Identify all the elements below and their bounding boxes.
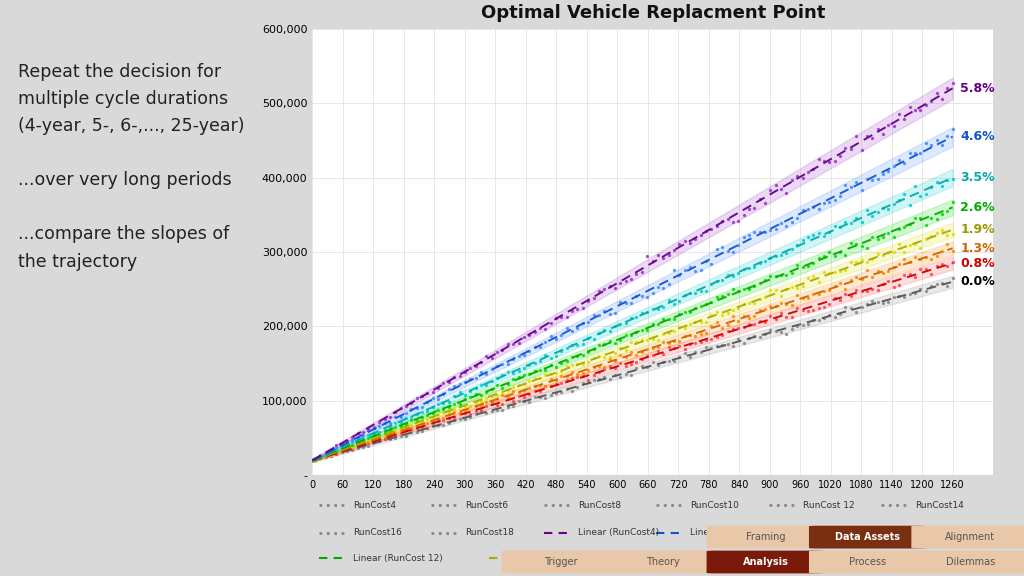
Text: 1.3%: 1.3% bbox=[961, 242, 995, 255]
Text: 3.5%: 3.5% bbox=[961, 171, 995, 184]
Text: Linear (RunCost14): Linear (RunCost14) bbox=[523, 554, 610, 563]
Text: RunCost18: RunCost18 bbox=[466, 528, 514, 537]
Text: RunCost 12: RunCost 12 bbox=[803, 501, 854, 510]
Text: RunCost16: RunCost16 bbox=[353, 528, 402, 537]
Text: 2.6%: 2.6% bbox=[961, 201, 995, 214]
Text: Repeat the decision for
multiple cycle durations
(4-year, 5-, 6-,..., 25-year)

: Repeat the decision for multiple cycle d… bbox=[18, 63, 245, 271]
Text: Theory: Theory bbox=[646, 557, 680, 567]
Text: Linear (RunCost8): Linear (RunCost8) bbox=[803, 528, 884, 537]
Title: Optimal Vehicle Replacment Point: Optimal Vehicle Replacment Point bbox=[480, 3, 825, 22]
Text: RunCost10: RunCost10 bbox=[690, 501, 739, 510]
Text: Process: Process bbox=[849, 557, 887, 567]
Text: 5.8%: 5.8% bbox=[961, 82, 995, 95]
Text: Linear (RunCost4): Linear (RunCost4) bbox=[578, 528, 659, 537]
FancyBboxPatch shape bbox=[911, 551, 1024, 574]
Text: Linear (RunCost16): Linear (RunCost16) bbox=[693, 554, 780, 563]
Text: 4.6%: 4.6% bbox=[961, 130, 995, 143]
FancyBboxPatch shape bbox=[604, 551, 722, 574]
Text: Analysis: Analysis bbox=[742, 557, 788, 567]
Text: Linear (RunCost6): Linear (RunCost6) bbox=[690, 528, 771, 537]
Text: RunCost8: RunCost8 bbox=[578, 501, 621, 510]
Text: RunCost4: RunCost4 bbox=[353, 501, 396, 510]
FancyBboxPatch shape bbox=[911, 526, 1024, 548]
Text: Trigger: Trigger bbox=[544, 557, 578, 567]
FancyBboxPatch shape bbox=[707, 551, 824, 574]
Text: Data Assets: Data Assets bbox=[836, 532, 900, 542]
Text: 0.0%: 0.0% bbox=[961, 275, 995, 288]
Text: Linear (RunCost10): Linear (RunCost10) bbox=[915, 528, 1001, 537]
Text: Framing: Framing bbox=[745, 532, 785, 542]
FancyBboxPatch shape bbox=[707, 526, 824, 548]
FancyBboxPatch shape bbox=[809, 551, 927, 574]
Text: Linear (RunCost 12): Linear (RunCost 12) bbox=[353, 554, 443, 563]
Text: Alignment: Alignment bbox=[945, 532, 995, 542]
Text: RunCost14: RunCost14 bbox=[915, 501, 964, 510]
Text: Linear (RunCost18): Linear (RunCost18) bbox=[864, 554, 951, 563]
Text: 1.9%: 1.9% bbox=[961, 223, 995, 236]
FancyBboxPatch shape bbox=[809, 526, 927, 548]
Text: Dilemmas: Dilemmas bbox=[945, 557, 995, 567]
Text: 0.8%: 0.8% bbox=[961, 257, 995, 270]
FancyBboxPatch shape bbox=[502, 551, 620, 574]
Text: RunCost6: RunCost6 bbox=[466, 501, 509, 510]
